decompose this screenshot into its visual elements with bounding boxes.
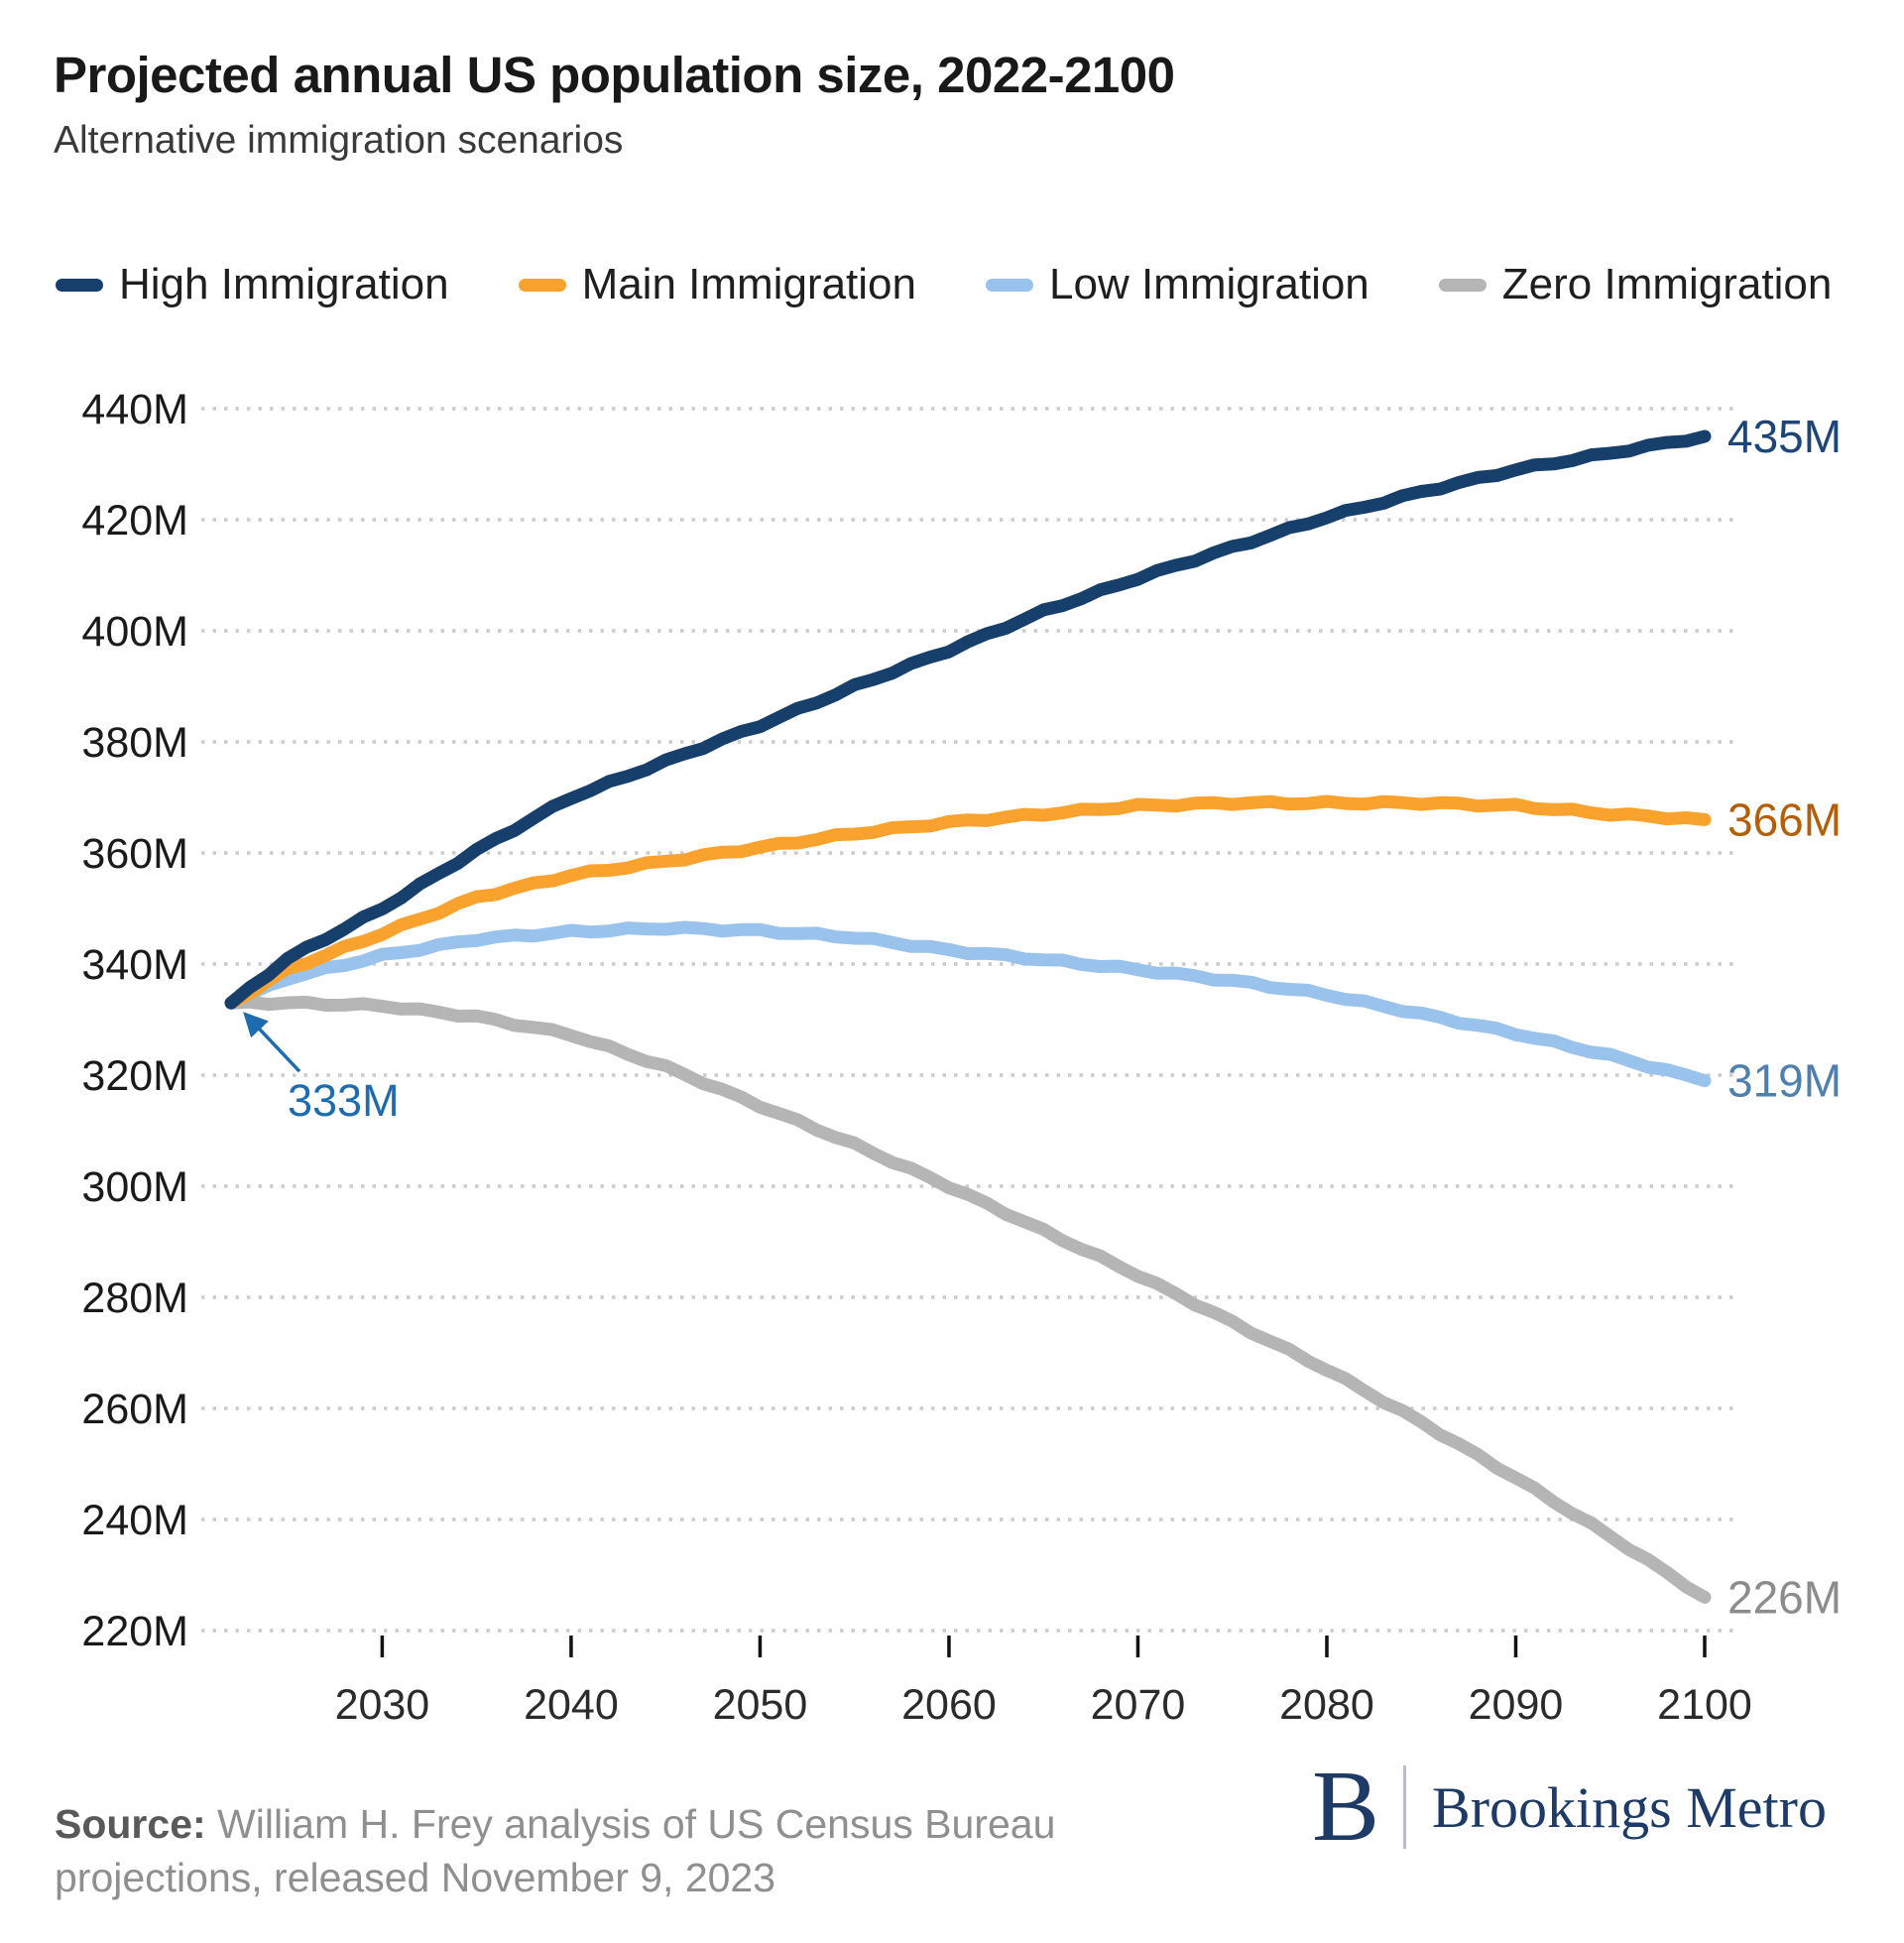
brookings-b-monogram: B <box>1312 1751 1380 1863</box>
series-group <box>224 429 1712 1604</box>
legend-swatch-icon <box>986 278 1033 292</box>
legend-label: Low Immigration <box>1049 260 1369 308</box>
series-line-main-immigration <box>224 794 1712 1010</box>
x-axis-label-2050: 2050 <box>713 1681 808 1729</box>
y-axis-label-320: 320M <box>81 1052 188 1100</box>
y-axis-label-280: 280M <box>81 1275 188 1322</box>
legend-item-main-immigration: Main Immigration <box>518 260 916 309</box>
y-axis-label-260: 260M <box>81 1386 188 1433</box>
brookings-metro-wordmark: Brookings Metro <box>1432 1774 1827 1840</box>
y-axis-label-400: 400M <box>81 608 188 656</box>
legend-swatch-icon <box>56 278 103 292</box>
x-axis-label-2030: 2030 <box>335 1681 430 1729</box>
legend-label: Main Immigration <box>581 260 916 308</box>
x-axis-label-2070: 2070 <box>1091 1681 1186 1729</box>
series-line-high-immigration <box>224 429 1712 1010</box>
annotation-arrow <box>243 1012 301 1073</box>
x-axis-label-2100: 2100 <box>1657 1681 1752 1729</box>
legend-swatch-icon <box>1438 278 1487 292</box>
source-note: Source: William H. Frey analysis of US C… <box>55 1797 1165 1904</box>
source-label: Source: <box>55 1801 206 1847</box>
series-line-zero-immigration <box>224 995 1712 1604</box>
end-label-high-immigration: 435M <box>1727 411 1842 462</box>
brookings-logo: B Brookings Metro <box>1312 1751 1827 1863</box>
source-text: William H. Frey analysis of US Census Bu… <box>55 1801 1056 1900</box>
y-axis-label-380: 380M <box>81 719 188 767</box>
y-axis-label-420: 420M <box>81 497 188 545</box>
legend-label: Zero Immigration <box>1501 260 1833 308</box>
x-axis-label-2060: 2060 <box>901 1681 997 1729</box>
y-axis-label-240: 240M <box>81 1497 188 1544</box>
y-axis-label-220: 220M <box>81 1608 188 1655</box>
legend-item-low-immigration: Low Immigration <box>986 260 1369 309</box>
legend-item-high-immigration: High Immigration <box>56 260 449 309</box>
y-axis-label-440: 440M <box>81 386 188 433</box>
y-axis-label-340: 340M <box>81 941 188 989</box>
y-axis-label-300: 300M <box>81 1163 188 1211</box>
x-axis-label-2080: 2080 <box>1279 1681 1374 1729</box>
legend-swatch-icon <box>518 278 566 292</box>
end-label-low-immigration: 319M <box>1727 1055 1842 1107</box>
y-axis-label-360: 360M <box>81 830 188 878</box>
legend-label: High Immigration <box>119 260 449 308</box>
legend-item-zero-immigration: Zero Immigration <box>1438 260 1833 309</box>
series-line-low-immigration <box>224 920 1712 1088</box>
annotation-label: 333M <box>288 1075 400 1126</box>
page-title: Projected annual US population size, 202… <box>54 47 1175 103</box>
end-label-zero-immigration: 226M <box>1727 1571 1842 1623</box>
chart-subtitle: Alternative immigration scenarios <box>54 119 624 162</box>
legend: High Immigration Main Immigration Low Immi… <box>56 260 1832 309</box>
end-label-main-immigration: 366M <box>1727 793 1842 845</box>
x-axis-label-2040: 2040 <box>524 1681 619 1729</box>
x-axis-label-2090: 2090 <box>1469 1681 1564 1729</box>
logo-divider <box>1403 1765 1407 1849</box>
